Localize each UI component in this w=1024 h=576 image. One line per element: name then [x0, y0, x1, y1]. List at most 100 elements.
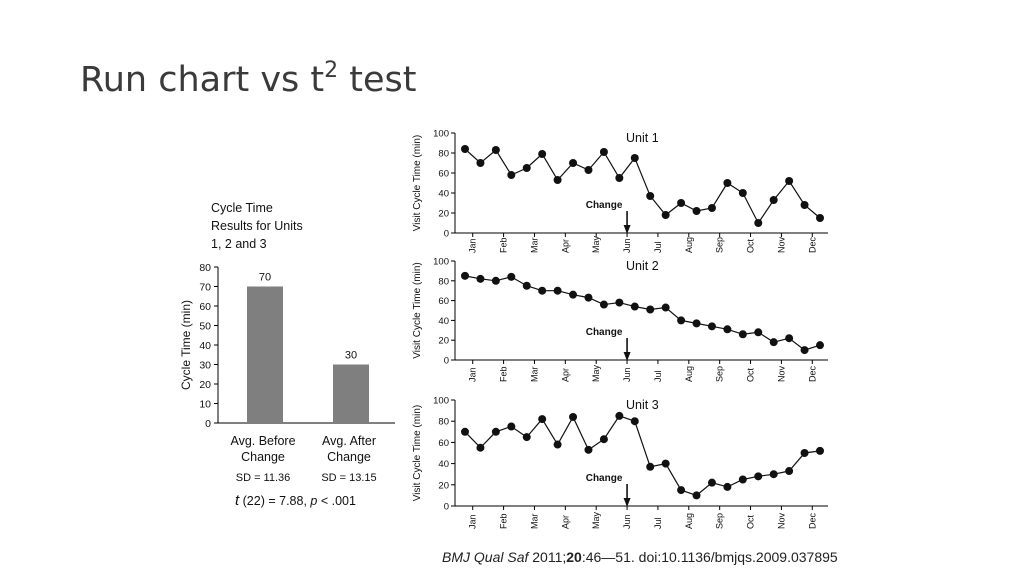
run-x-tick-label: May	[591, 364, 601, 382]
run-data-point	[507, 272, 516, 281]
run-x-tick-label: Jan	[468, 238, 478, 253]
run-y-tick-label: 60	[438, 438, 449, 449]
bar-y-tick-label: 20	[199, 379, 211, 391]
run-x-tick-label: Jun	[622, 238, 632, 253]
run-x-tick-label: Jul	[653, 241, 663, 253]
run-data-point	[661, 303, 670, 312]
run-data-point	[754, 328, 763, 337]
run-x-tick-label: Dec	[807, 236, 817, 253]
run-x-tick-label: Aug	[684, 366, 694, 382]
run-x-tick-label: Feb	[499, 366, 509, 382]
run-x-tick-label: Jul	[653, 517, 663, 529]
run-data-point	[769, 338, 778, 347]
run-data-point	[661, 211, 670, 219]
change-label: Change	[586, 473, 623, 484]
title-main: Run chart vs t	[80, 60, 325, 100]
run-series-line	[464, 275, 821, 351]
bar-value-label: 70	[259, 272, 271, 284]
run-data-point	[584, 293, 593, 302]
bar-y-tick-label: 40	[199, 340, 211, 352]
run-data-point	[738, 189, 747, 197]
run-data-point	[738, 475, 747, 484]
run-data-point	[692, 207, 701, 215]
run-x-tick-label: Dec	[807, 365, 817, 382]
bar	[333, 364, 369, 423]
slide-title: Run chart vs t2 test	[80, 58, 417, 101]
run-x-tick-label: Jun	[622, 514, 632, 529]
run-x-tick-label: Dec	[807, 512, 817, 529]
run-data-point	[538, 150, 547, 158]
run-data-point	[538, 415, 547, 424]
run-data-point	[677, 316, 686, 325]
run-data-point	[553, 286, 562, 295]
run-data-point	[491, 146, 500, 154]
title-end: test	[338, 60, 417, 100]
run-data-point	[707, 204, 716, 212]
run-y-axis-label: Visit Cycle Time (min)	[412, 262, 423, 359]
run-y-tick-label: 0	[444, 229, 449, 240]
run-y-tick-label: 60	[438, 169, 449, 180]
run-data-point	[491, 276, 500, 285]
run-data-point	[630, 417, 639, 426]
run-x-tick-label: May	[591, 511, 601, 529]
caption-line-1: Cycle Time	[211, 201, 273, 215]
run-data-point	[646, 192, 655, 200]
run-data-point	[476, 159, 485, 167]
bar-chart: 0 10 20 30 40 50 60 70 80 Cycle Time (min) 70 Avg. …	[179, 262, 395, 509]
run-x-tick-label: Mar	[529, 366, 539, 382]
run-data-point	[816, 341, 824, 350]
stat-t-symbol: t	[235, 492, 240, 509]
run-x-tick-label: Sep	[715, 513, 725, 529]
stat-rest: < .001	[317, 494, 356, 508]
run-data-point	[785, 467, 794, 476]
run-data-point	[677, 486, 686, 495]
run-data-point	[522, 164, 531, 172]
bar-y-tick-label: 0	[205, 418, 211, 430]
bar	[247, 286, 283, 423]
run-data-point	[615, 298, 624, 307]
run-x-tick-label: Mar	[529, 513, 539, 529]
run-x-tick-label: Oct	[746, 238, 756, 253]
run-chart-title: Unit 3	[626, 398, 659, 412]
run-x-tick-label: Oct	[746, 514, 756, 529]
citation-year: 2011;	[528, 549, 567, 565]
run-data-point	[630, 302, 639, 311]
run-data-point	[754, 219, 763, 227]
run-data-point	[707, 478, 716, 487]
unit-2-run-chart: 0 20 40 60 80 100 Visit Cycle Time (min) Jan Feb…	[412, 257, 828, 382]
run-data-point	[692, 319, 701, 328]
run-series-line	[464, 148, 821, 225]
run-x-tick-label: Feb	[499, 513, 509, 529]
citation-volume: 20	[566, 549, 582, 565]
change-arrow-head	[623, 498, 631, 507]
change-arrow-head	[623, 352, 631, 361]
run-y-axis-label: Visit Cycle Time (min)	[412, 135, 423, 232]
bar-sd-label: SD = 13.15	[321, 472, 376, 484]
run-data-point	[491, 427, 500, 436]
citation-rest: :46—51. doi:10.1136/bmjqs.2009.037895	[581, 549, 838, 565]
run-y-tick-label: 80	[438, 417, 449, 428]
run-y-tick-label: 80	[438, 149, 449, 160]
run-y-tick-label: 40	[438, 189, 449, 200]
citation-journal: BMJ Qual Saf	[442, 549, 529, 565]
change-label: Change	[586, 200, 623, 211]
run-x-tick-label: Mar	[529, 237, 539, 253]
bar-y-tick-label: 30	[199, 360, 211, 372]
unit-3-run-chart: 0 20 40 60 80 100 Visit Cycle Time (min) Jan Feb…	[412, 396, 828, 529]
bar-category-label: Change	[241, 450, 285, 464]
run-data-point	[816, 446, 824, 455]
bar-category-label: Avg. After	[322, 434, 376, 448]
run-data-point	[599, 435, 608, 444]
run-data-point	[569, 290, 578, 299]
run-y-tick-label: 0	[444, 502, 449, 513]
run-data-point	[507, 171, 516, 179]
run-x-tick-label: Nov	[776, 512, 786, 529]
run-y-tick-label: 40	[438, 459, 449, 470]
run-data-point	[723, 482, 732, 491]
run-data-point	[738, 330, 747, 339]
title-superscript: 2	[324, 58, 339, 83]
caption-line-2: Results for Units	[211, 219, 303, 233]
change-label: Change	[586, 327, 623, 338]
run-data-point	[723, 325, 732, 334]
run-x-tick-label: Aug	[684, 513, 694, 529]
